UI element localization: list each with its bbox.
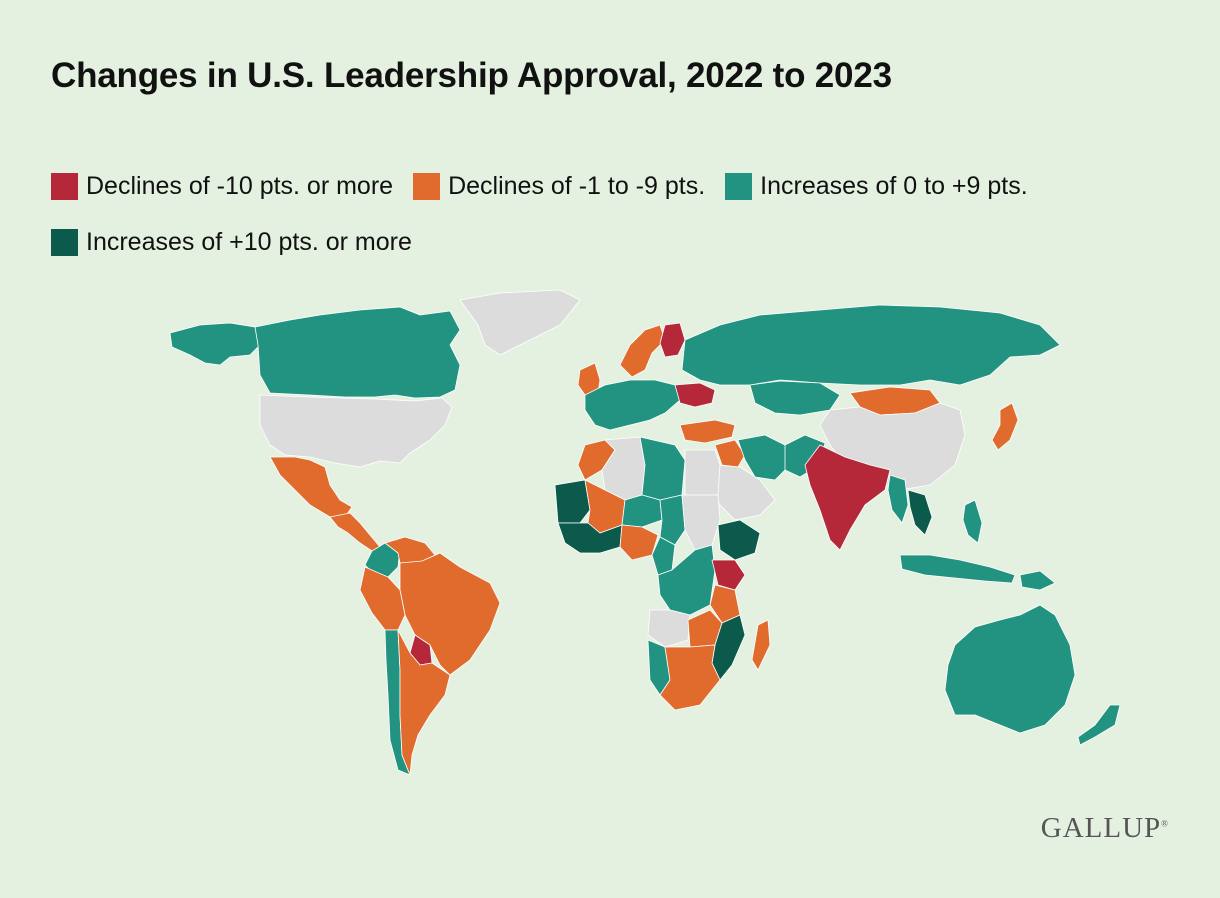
region-finland xyxy=(659,322,686,358)
region-chad xyxy=(659,494,686,546)
region-ethiopia xyxy=(717,519,761,561)
region-libya xyxy=(639,436,686,501)
region-mexico xyxy=(269,456,353,518)
region-cameroon xyxy=(651,536,676,576)
region-south-africa xyxy=(659,644,721,711)
region-argentina xyxy=(397,629,451,776)
legend-label: Declines of -1 to -9 pts. xyxy=(448,171,706,200)
legend-swatch xyxy=(51,228,78,256)
legend-item-decline-small: Declines of -1 to -9 pts. xyxy=(413,172,705,200)
region-niger xyxy=(621,494,663,528)
legend-item-decline-large: Declines of -10 pts. or more xyxy=(51,172,393,200)
region-egypt xyxy=(684,449,721,496)
region-madagascar xyxy=(751,619,771,671)
region-japan xyxy=(991,402,1019,451)
region-alaska xyxy=(169,322,261,366)
region-brazil xyxy=(399,552,501,676)
legend-swatch xyxy=(725,172,753,200)
region-philippines xyxy=(962,499,983,544)
gallup-logo: GALLUP® xyxy=(1040,812,1168,844)
region-dr-congo xyxy=(657,544,716,616)
region-russia xyxy=(681,304,1061,386)
region-western-europe xyxy=(584,379,681,431)
legend-swatch xyxy=(413,172,441,200)
region-mauritania xyxy=(554,479,591,524)
legend: Declines of -10 pts. or more Declines of… xyxy=(51,172,1171,256)
legend-label: Declines of -10 pts. or more xyxy=(86,171,394,200)
region-sudan xyxy=(681,494,721,551)
region-greenland xyxy=(459,289,581,356)
legend-item-increase-large: Increases of +10 pts. or more xyxy=(51,228,412,256)
region-australia xyxy=(944,604,1076,734)
region-new-zealand xyxy=(1077,704,1120,746)
region-scandinavia xyxy=(619,324,666,378)
region-central-america xyxy=(329,512,381,552)
region-papua-new-guinea xyxy=(1019,570,1056,591)
legend-label: Increases of +10 pts. or more xyxy=(86,227,412,256)
region-kazakhstan xyxy=(749,380,841,416)
region-turkey xyxy=(679,419,736,444)
region-peru xyxy=(359,566,406,631)
region-iraq xyxy=(714,439,746,468)
world-map xyxy=(169,289,1120,776)
region-united-states xyxy=(259,394,453,468)
chart-title: Changes in U.S. Leadership Approval, 202… xyxy=(51,56,892,95)
region-canada xyxy=(254,306,461,399)
region-myanmar xyxy=(887,474,909,524)
region-angola xyxy=(647,609,691,648)
region-ukraine xyxy=(674,382,716,408)
region-iran xyxy=(737,434,791,481)
region-thailand xyxy=(907,489,933,536)
legend-swatch xyxy=(51,172,78,200)
region-india xyxy=(804,444,891,551)
legend-label: Increases of 0 to +9 pts. xyxy=(760,171,1028,200)
region-indonesia xyxy=(899,554,1016,584)
region-kenya xyxy=(711,559,746,591)
legend-item-increase-small: Increases of 0 to +9 pts. xyxy=(725,172,1028,200)
